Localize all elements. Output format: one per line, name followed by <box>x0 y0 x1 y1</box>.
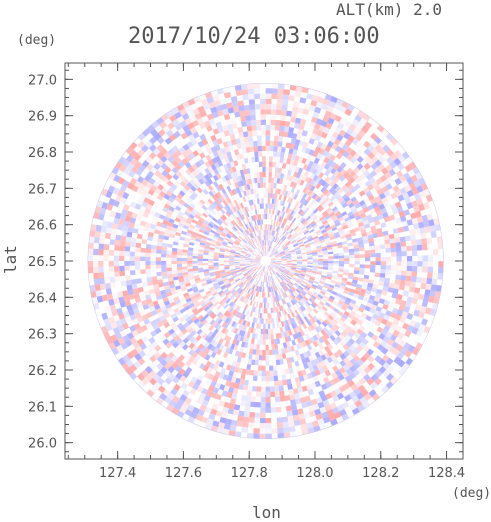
y-tick-label: 26.1 <box>28 400 57 415</box>
radar-field <box>88 83 444 439</box>
y-tick-label: 26.6 <box>28 219 57 234</box>
y-tick-label: 26.2 <box>28 364 57 379</box>
y-tick-label: 26.7 <box>28 182 57 197</box>
x-tick-label: 127.4 <box>99 466 136 481</box>
y-tick-label: 27.0 <box>28 73 57 88</box>
y-tick-label: 26.8 <box>28 146 57 161</box>
x-tick-label: 128.0 <box>296 466 333 481</box>
y-tick-label: 26.3 <box>28 328 57 343</box>
y-tick-label: 26.5 <box>28 255 57 270</box>
y-tick-label: 26.9 <box>28 110 57 125</box>
x-tick-label: 127.8 <box>231 466 268 481</box>
y-tick-label: 26.4 <box>28 291 57 306</box>
x-tick-label: 128.4 <box>428 466 465 481</box>
x-tick-label: 128.2 <box>362 466 399 481</box>
x-tick-label: 127.6 <box>165 466 202 481</box>
y-tick-label: 26.0 <box>28 437 57 452</box>
